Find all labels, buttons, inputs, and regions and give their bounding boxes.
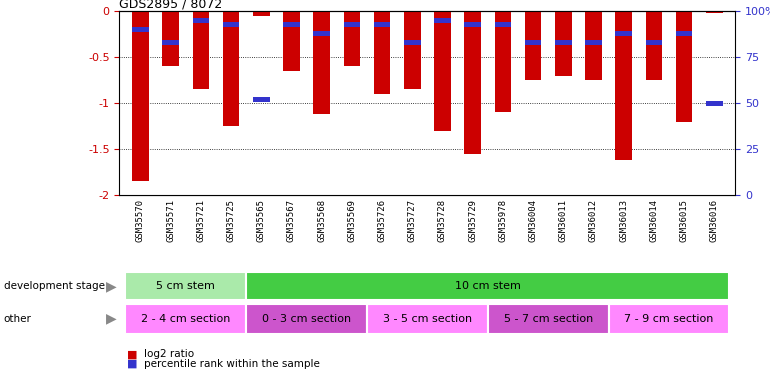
Bar (434, 18, 450, 23)
Bar (404, 11, 420, 89)
Bar (253, 11, 270, 16)
Text: GSM35567: GSM35567 (287, 199, 296, 242)
Bar (343, 11, 360, 66)
Text: 3 - 5 cm section: 3 - 5 cm section (383, 314, 472, 324)
Text: GSM35728: GSM35728 (438, 199, 447, 242)
Bar (313, 11, 330, 114)
Bar (434, 11, 450, 131)
Text: GSM35569: GSM35569 (347, 199, 357, 242)
Bar (162, 40, 179, 45)
Text: GSM36012: GSM36012 (589, 199, 598, 242)
Text: development stage: development stage (4, 281, 105, 291)
Bar (192, 11, 209, 89)
Text: GSM35565: GSM35565 (256, 199, 266, 242)
Text: GSM36015: GSM36015 (679, 199, 688, 242)
Bar (524, 40, 541, 45)
Text: percentile rank within the sample: percentile rank within the sample (144, 359, 320, 369)
Bar (126, 304, 246, 334)
Bar (373, 22, 390, 27)
Text: GSM35729: GSM35729 (468, 199, 477, 242)
Text: GSM35978: GSM35978 (498, 199, 507, 242)
Bar (223, 22, 239, 27)
Text: 5 cm stem: 5 cm stem (156, 281, 216, 291)
Bar (343, 22, 360, 27)
Bar (132, 27, 149, 32)
Text: GDS2895 / 8072: GDS2895 / 8072 (119, 0, 223, 10)
Bar (645, 40, 662, 45)
Bar (223, 11, 239, 126)
Bar (585, 11, 601, 80)
Text: GSM36014: GSM36014 (649, 199, 658, 242)
Text: GSM35721: GSM35721 (196, 199, 206, 242)
Bar (524, 11, 541, 80)
Bar (283, 22, 300, 27)
Text: GSM36013: GSM36013 (619, 199, 628, 242)
Bar (706, 11, 722, 13)
Bar (404, 40, 420, 45)
Bar (246, 272, 729, 300)
Bar (313, 31, 330, 36)
Bar (192, 18, 209, 23)
Text: GSM36011: GSM36011 (559, 199, 567, 242)
Bar (162, 11, 179, 66)
Bar (615, 31, 632, 36)
Text: 5 - 7 cm section: 5 - 7 cm section (504, 314, 593, 324)
Text: ▶: ▶ (106, 279, 117, 293)
Text: GSM35726: GSM35726 (377, 199, 387, 242)
Bar (608, 304, 729, 334)
Text: GSM35568: GSM35568 (317, 199, 326, 242)
Text: GSM36004: GSM36004 (528, 199, 537, 242)
Bar (676, 31, 692, 36)
Bar (555, 11, 571, 76)
Bar (676, 11, 692, 122)
Bar (373, 11, 390, 94)
Bar (487, 304, 608, 334)
Bar (706, 100, 722, 106)
Bar (126, 272, 246, 300)
Bar (585, 40, 601, 45)
Bar (615, 11, 632, 160)
Bar (253, 97, 270, 102)
Text: GSM35571: GSM35571 (166, 199, 176, 242)
Text: 2 - 4 cm section: 2 - 4 cm section (141, 314, 230, 324)
Text: ■: ■ (127, 359, 138, 369)
Text: GSM35725: GSM35725 (226, 199, 236, 242)
Bar (246, 304, 367, 334)
Text: 10 cm stem: 10 cm stem (455, 281, 521, 291)
Bar (464, 22, 481, 27)
Bar (367, 304, 487, 334)
Text: GSM35727: GSM35727 (408, 199, 417, 242)
Bar (494, 22, 511, 27)
Text: log2 ratio: log2 ratio (144, 350, 194, 359)
Bar (645, 11, 662, 80)
Bar (464, 11, 481, 154)
Text: GSM36016: GSM36016 (710, 199, 718, 242)
Bar (283, 11, 300, 71)
Text: ▶: ▶ (106, 312, 117, 326)
Text: other: other (4, 314, 32, 324)
Bar (494, 11, 511, 112)
Bar (555, 40, 571, 45)
Text: 7 - 9 cm section: 7 - 9 cm section (624, 314, 714, 324)
Bar (132, 11, 149, 181)
Text: ■: ■ (127, 350, 138, 359)
Text: 0 - 3 cm section: 0 - 3 cm section (262, 314, 351, 324)
Text: GSM35570: GSM35570 (136, 199, 145, 242)
